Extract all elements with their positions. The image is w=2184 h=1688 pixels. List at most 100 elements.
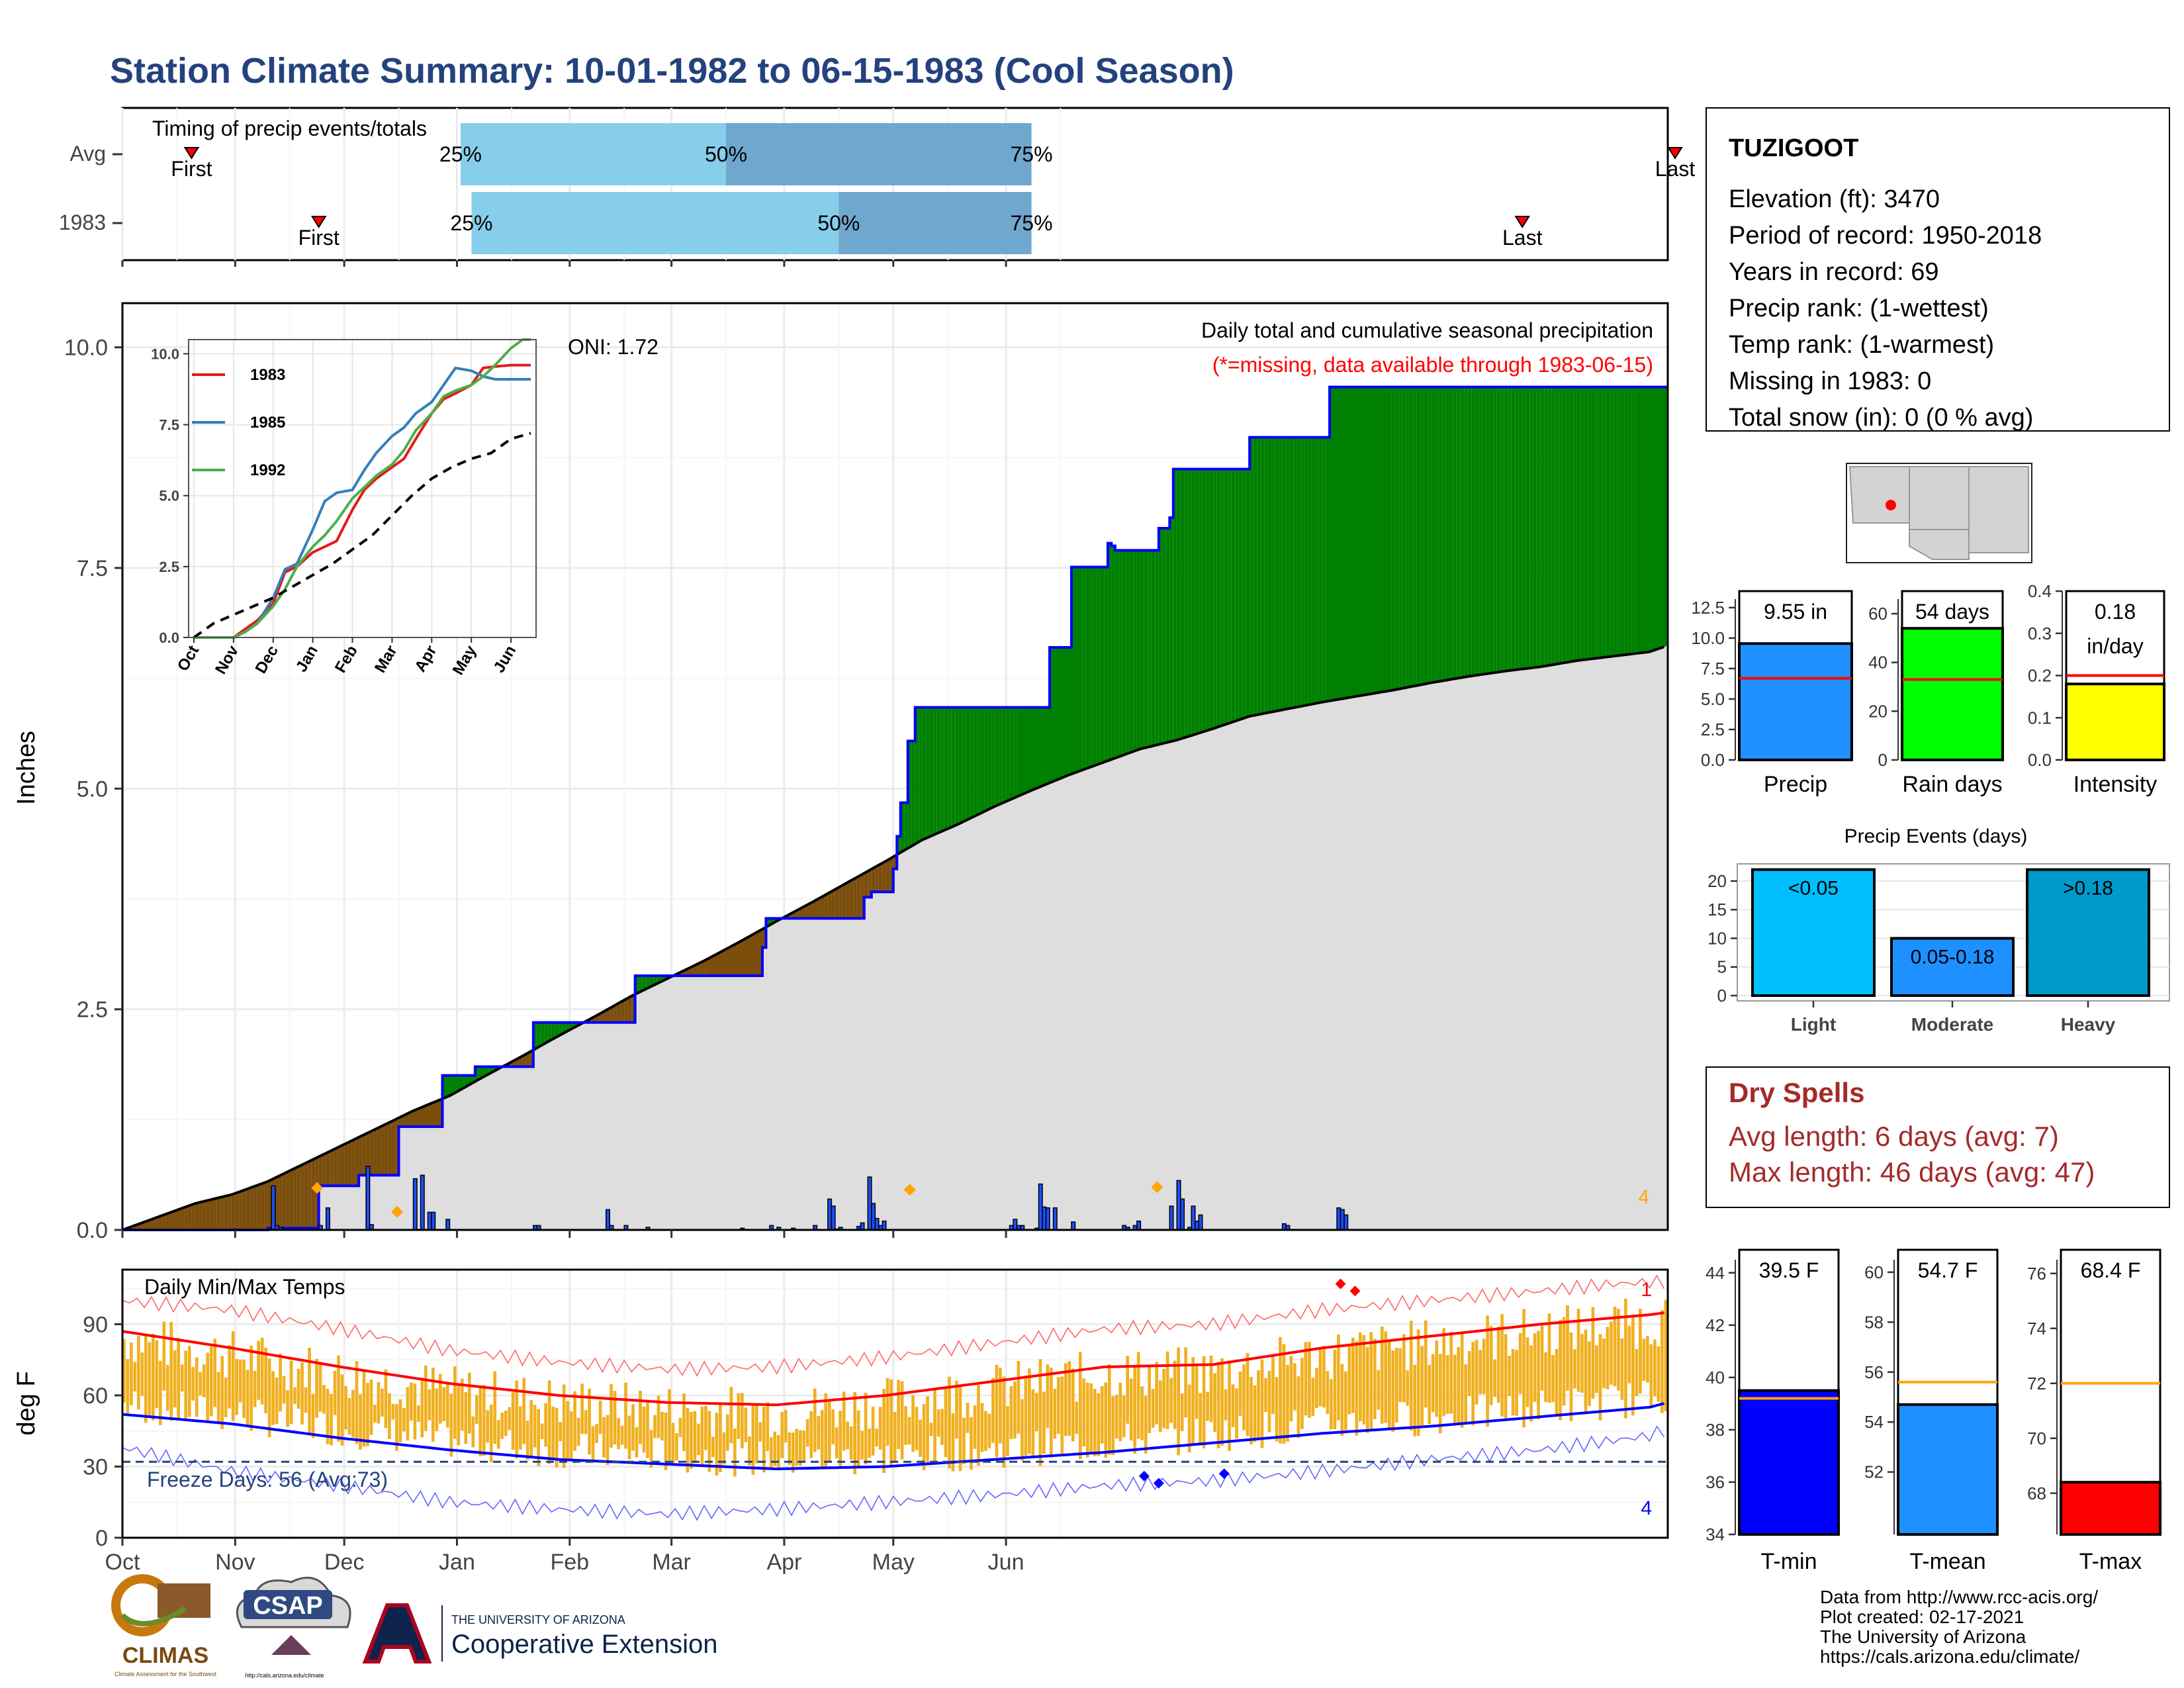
station-years: Years in record: 69 [1729,258,1939,286]
daily-temp-bar [991,1378,995,1443]
precip-tick-label: 10.0 [1691,628,1725,648]
daily-temp-bar [1006,1406,1009,1456]
daily-temp-bar [340,1374,344,1446]
daily-temp-bar [1591,1307,1595,1399]
daily-temp-bar [668,1389,671,1461]
surplus-segment [1250,437,1253,716]
daily-temp-bar [1013,1382,1017,1439]
surplus-segment [1580,387,1584,661]
daily-temp-bar [980,1403,984,1452]
daily-temp-bar [1304,1342,1308,1416]
record-max-count: 1 [1641,1279,1652,1301]
daily-temp-bar [1206,1391,1209,1421]
daily-temp-bar [1409,1321,1413,1430]
deficit-segment [522,1054,526,1067]
surplus-segment [639,976,643,993]
surplus-segment [1068,647,1071,776]
daily-temp-bar [1046,1364,1050,1429]
surplus-segment [1347,387,1351,698]
daily-temp-bar [362,1370,366,1447]
deficit-segment [693,964,698,976]
tmean-tick-label: 54 [1864,1412,1884,1432]
daily-temp-bar [1009,1385,1013,1440]
daily-temp-bar [293,1387,296,1404]
daily-temp-bar [238,1359,242,1403]
daily-temp-bar [1068,1361,1071,1436]
daily-temp-bar [1460,1333,1464,1428]
surplus-segment [1180,469,1185,739]
daily-precip-bar [1336,1207,1342,1231]
daily-temp-bar [398,1399,402,1442]
daily-temp-bar [737,1393,741,1439]
daily-temp-bar [1337,1335,1340,1421]
inset-y-tick-label: 7.5 [159,417,179,434]
tmin-label: T-min [1761,1549,1817,1574]
events-y-tick-label: 15 [1707,900,1727,919]
precip-y-tick-label: 7.5 [77,556,108,581]
precip-label: Precip [1764,772,1827,797]
daily-temp-bar [1620,1338,1624,1400]
deficit-segment [700,961,705,976]
surplus-segment [1504,387,1508,671]
daily-temp-bar [1435,1340,1439,1417]
daily-temp-bar [1500,1313,1504,1417]
daily-temp-bar [1661,1310,1664,1413]
daily-temp-bar [1394,1347,1398,1423]
surplus-segment [1293,437,1297,708]
surplus-segment [1191,469,1195,736]
daily-temp-bar [1453,1354,1457,1425]
daily-temp-bar [958,1385,962,1472]
surplus-segment [1598,387,1603,658]
daily-temp-bar [642,1406,646,1453]
daily-temp-bar [1573,1349,1576,1389]
daily-temp-bar [1136,1352,1140,1439]
daily-temp-bar [653,1415,657,1438]
daily-temp-bar [944,1387,948,1458]
event-marker [903,1184,916,1196]
surplus-segment [1431,387,1435,683]
ua-small-text: THE UNIVERSITY OF ARIZONA [451,1613,625,1626]
daily-temp-bar [1551,1354,1555,1403]
timing-q25-label: 25% [439,142,482,166]
daily-temp-bar [184,1350,188,1421]
daily-temp-bar [1180,1393,1184,1431]
precip-y-tick-label: 5.0 [77,776,108,802]
surplus-segment [1060,647,1064,778]
surplus-segment [1566,387,1570,663]
daily-temp-bar [1122,1395,1126,1438]
surplus-segment [1394,387,1399,690]
surplus-segment [446,1075,450,1098]
precip-areas [122,385,1668,1231]
daily-temp-bar [1387,1341,1391,1429]
deficit-segment [391,1119,396,1176]
intensity-label: Intensity [2073,772,2158,797]
surplus-segment [1311,437,1316,704]
deficit-segment [148,1219,152,1230]
surplus-segment [1518,387,1523,670]
intensity-tick-label: 0.2 [2028,666,2052,686]
deficit-segment [359,1135,363,1176]
inset-y-tick-label: 0.0 [159,630,179,646]
daily-temp-bar [613,1391,617,1445]
surplus-segment [1355,387,1359,697]
surplus-segment [1279,437,1283,711]
surplus-segment [1547,387,1552,666]
daily-precip-bar [874,1217,880,1231]
daily-temp-bar [1515,1350,1518,1416]
deficit-segment [435,1100,439,1127]
daily-temp-bar [1031,1389,1035,1458]
deficit-segment [195,1202,199,1230]
credit-line-3: The University of Arizona [1820,1626,2026,1647]
deficit-segment [384,1123,388,1176]
deficit-segment [330,1149,334,1186]
daily-temp-bar [1544,1352,1547,1403]
daily-temp-bar [1402,1334,1406,1403]
daily-temp-bar [1231,1384,1235,1428]
surplus-segment [461,1075,465,1090]
record-min-count: 4 [1641,1497,1652,1519]
precip-tick-label: 7.5 [1701,659,1725,679]
daily-temp-bar [344,1385,347,1430]
events-y-tick-label: 0 [1717,986,1727,1006]
daily-temp-bar [1406,1370,1410,1406]
daily-precip-bar [1191,1205,1196,1231]
